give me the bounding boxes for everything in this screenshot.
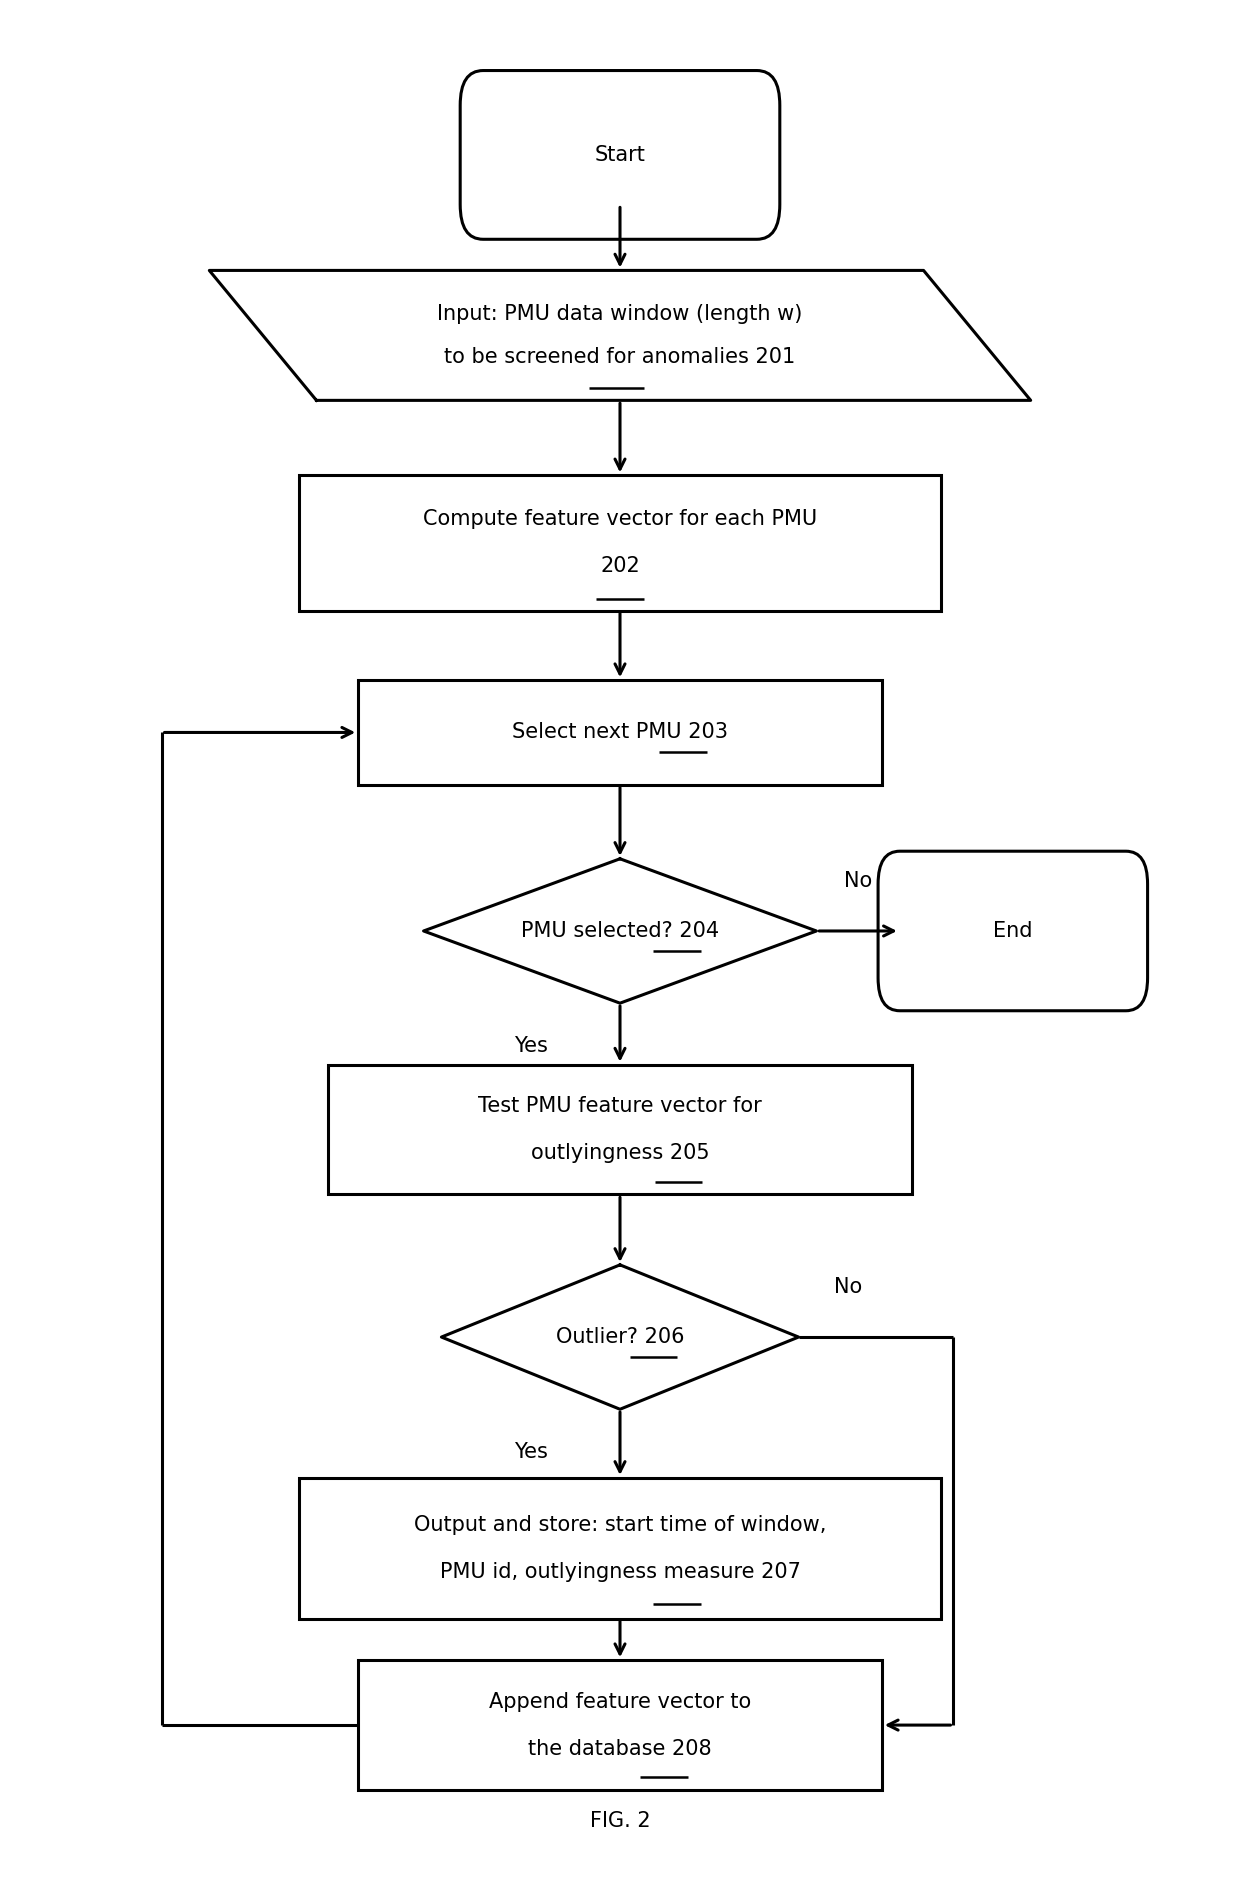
Polygon shape <box>210 271 1030 400</box>
Text: outlyingness 205: outlyingness 205 <box>531 1143 709 1164</box>
Text: No: No <box>844 870 872 891</box>
Text: FIG. 2: FIG. 2 <box>590 1810 650 1831</box>
Bar <box>299 1478 941 1619</box>
Text: to be screened for anomalies 201: to be screened for anomalies 201 <box>444 348 796 367</box>
Text: Compute feature vector for each PMU: Compute feature vector for each PMU <box>423 509 817 530</box>
Text: Outlier? 206: Outlier? 206 <box>556 1327 684 1348</box>
Text: PMU selected? 204: PMU selected? 204 <box>521 921 719 942</box>
Bar <box>329 1064 911 1194</box>
Text: the database 208: the database 208 <box>528 1739 712 1758</box>
Bar <box>299 476 941 611</box>
Bar <box>358 1660 882 1790</box>
Text: Output and store: start time of window,: Output and store: start time of window, <box>414 1515 826 1534</box>
FancyBboxPatch shape <box>878 852 1147 1011</box>
Text: Append feature vector to: Append feature vector to <box>489 1692 751 1711</box>
Text: Input: PMU data window (length w): Input: PMU data window (length w) <box>438 305 802 323</box>
Text: PMU id, outlyingness measure 207: PMU id, outlyingness measure 207 <box>439 1562 801 1581</box>
Text: 202: 202 <box>600 556 640 577</box>
Text: No: No <box>835 1277 863 1297</box>
Text: Yes: Yes <box>513 1036 548 1057</box>
Polygon shape <box>441 1265 799 1410</box>
Text: Select next PMU 203: Select next PMU 203 <box>512 722 728 743</box>
Bar <box>358 681 882 784</box>
Text: Test PMU feature vector for: Test PMU feature vector for <box>479 1096 761 1117</box>
Text: Yes: Yes <box>513 1442 548 1463</box>
Polygon shape <box>424 859 816 1004</box>
FancyBboxPatch shape <box>460 71 780 239</box>
Text: Start: Start <box>594 145 646 165</box>
Text: End: End <box>993 921 1033 942</box>
